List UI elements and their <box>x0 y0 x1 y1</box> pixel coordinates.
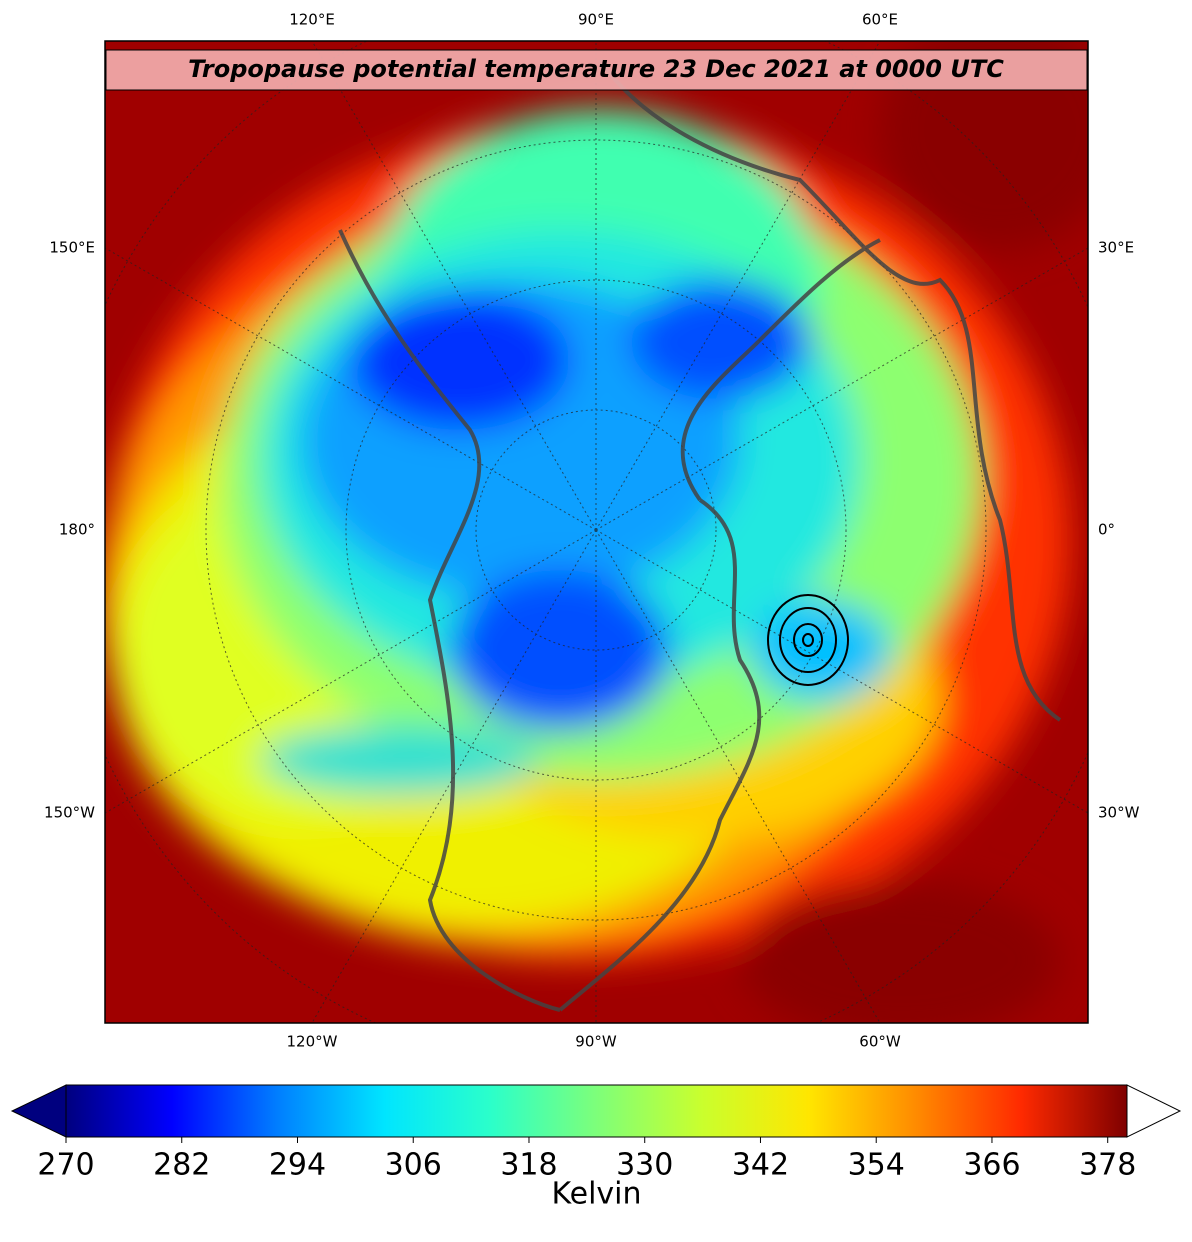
colorbar-label: Kelvin <box>551 1177 641 1212</box>
lon-label: 150°E <box>49 239 95 257</box>
colorbar <box>65 1084 1128 1138</box>
lon-label: 30°W <box>1098 804 1140 822</box>
colorbar-tick-label: 306 <box>385 1148 442 1183</box>
colorbar-tick-label: 282 <box>153 1148 210 1183</box>
colorbar-tick-label: 354 <box>848 1148 905 1183</box>
colorbar-tick-label: 294 <box>269 1148 326 1183</box>
colorbar-tick-label: 330 <box>616 1148 673 1183</box>
lon-label: 60°E <box>862 11 898 29</box>
lon-label: 120°E <box>289 11 335 29</box>
lon-label: 150°W <box>44 804 95 822</box>
lon-label: 90°W <box>575 1033 617 1051</box>
lon-label: 60°W <box>859 1033 901 1051</box>
lon-label: 90°E <box>578 11 614 29</box>
colorbar-extend-high <box>1126 1084 1182 1138</box>
lon-label: 180° <box>59 521 95 539</box>
title-box <box>105 49 1088 91</box>
colorbar-tick-label: 378 <box>1079 1148 1136 1183</box>
map-title: Tropopause potential temperature 23 Dec … <box>188 55 1004 83</box>
map-field <box>105 41 1088 1023</box>
colorbar-tick-label: 342 <box>732 1148 789 1183</box>
lon-label: 30°E <box>1098 239 1134 257</box>
colorbar-tick-label: 318 <box>500 1148 557 1183</box>
map-frame <box>104 40 1089 1024</box>
colorbar-tick-label: 270 <box>37 1148 94 1183</box>
lon-label: 0° <box>1098 521 1115 539</box>
lon-label: 120°W <box>287 1033 338 1051</box>
colorbar-extend-low <box>10 1084 67 1138</box>
colorbar-tick-label: 366 <box>963 1148 1020 1183</box>
